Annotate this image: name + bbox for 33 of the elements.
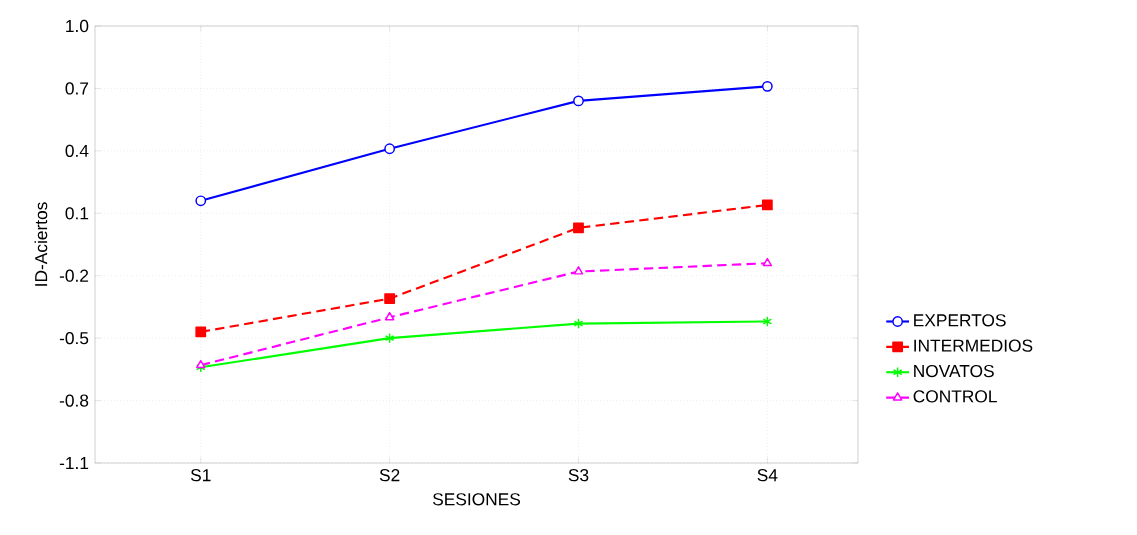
x-axis-title: SESIONES bbox=[432, 493, 521, 506]
point bbox=[384, 143, 396, 155]
x-tick-label: S4 bbox=[757, 469, 778, 482]
point bbox=[573, 95, 584, 107]
y-tick-label: 1.0 bbox=[66, 19, 89, 33]
y-tick-label: 0.4 bbox=[65, 144, 89, 157]
point bbox=[762, 257, 773, 267]
point bbox=[762, 316, 773, 327]
point bbox=[195, 326, 207, 338]
point bbox=[384, 311, 395, 321]
x-tick-label: S1 bbox=[190, 469, 211, 482]
point bbox=[573, 222, 584, 234]
legend-label: CONTROL bbox=[913, 390, 997, 403]
y-tick-label: 0.1 bbox=[65, 207, 89, 220]
y-tick-label: -0.8 bbox=[59, 394, 89, 407]
point bbox=[384, 332, 395, 344]
y-tick-label: -1.1 bbox=[59, 457, 89, 469]
point bbox=[195, 195, 207, 207]
y-tick-label: -0.2 bbox=[59, 269, 89, 282]
y-axis-title: ID-Aciertos bbox=[34, 202, 48, 286]
x-tick-label: S3 bbox=[568, 469, 589, 482]
legend-label: NOVATOS bbox=[914, 364, 994, 378]
point bbox=[573, 318, 584, 329]
point bbox=[761, 80, 773, 92]
y-tick-label: 0.7 bbox=[65, 82, 89, 95]
point bbox=[384, 293, 396, 305]
point bbox=[761, 199, 773, 211]
x-tick-label: S2 bbox=[379, 469, 400, 482]
y-tick-label: -0.5 bbox=[59, 332, 89, 345]
point bbox=[573, 266, 584, 275]
legend-label: INTERMEDIOS bbox=[914, 339, 1033, 352]
point bbox=[195, 359, 206, 369]
legend-label: EXPERTOS bbox=[914, 314, 1006, 327]
